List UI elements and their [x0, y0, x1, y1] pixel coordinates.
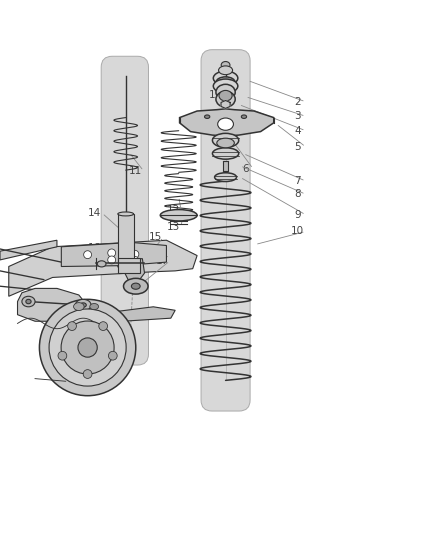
Ellipse shape [216, 77, 235, 88]
Ellipse shape [58, 351, 67, 360]
Text: 3: 3 [294, 111, 301, 122]
Ellipse shape [118, 212, 134, 216]
Ellipse shape [22, 296, 35, 307]
Polygon shape [125, 259, 145, 282]
Polygon shape [180, 109, 274, 136]
Ellipse shape [160, 209, 197, 221]
Text: 2: 2 [294, 97, 301, 107]
Text: 1: 1 [209, 90, 216, 100]
Text: 17: 17 [155, 256, 169, 266]
Polygon shape [9, 240, 197, 296]
Ellipse shape [80, 303, 86, 307]
Circle shape [108, 256, 116, 264]
Text: 8: 8 [294, 189, 301, 199]
Ellipse shape [74, 303, 84, 311]
Ellipse shape [218, 118, 233, 130]
FancyBboxPatch shape [118, 258, 140, 273]
Circle shape [39, 300, 136, 395]
Ellipse shape [118, 264, 134, 269]
Text: 14: 14 [88, 208, 101, 218]
Ellipse shape [109, 351, 117, 360]
Ellipse shape [67, 322, 76, 330]
Ellipse shape [131, 283, 140, 289]
Ellipse shape [78, 338, 97, 357]
Ellipse shape [83, 370, 92, 378]
Polygon shape [18, 288, 88, 321]
Circle shape [61, 321, 114, 374]
Ellipse shape [99, 322, 108, 330]
Text: 7: 7 [294, 176, 301, 186]
Text: 11: 11 [129, 166, 142, 176]
Circle shape [131, 256, 139, 264]
Ellipse shape [217, 138, 234, 148]
Ellipse shape [215, 173, 237, 182]
Polygon shape [74, 307, 175, 324]
Polygon shape [0, 240, 57, 260]
Circle shape [131, 251, 139, 258]
Ellipse shape [241, 115, 247, 118]
Ellipse shape [219, 91, 232, 101]
FancyBboxPatch shape [101, 56, 148, 365]
Ellipse shape [75, 300, 91, 311]
Text: 4: 4 [294, 126, 301, 136]
Ellipse shape [216, 91, 235, 107]
Text: 13: 13 [166, 222, 180, 232]
Polygon shape [221, 101, 230, 108]
Text: 9: 9 [294, 210, 301, 220]
Polygon shape [61, 243, 166, 266]
Ellipse shape [205, 115, 210, 118]
Ellipse shape [221, 61, 230, 69]
Text: 10: 10 [291, 227, 304, 237]
Ellipse shape [26, 300, 31, 304]
Text: 12: 12 [166, 205, 180, 215]
Circle shape [84, 251, 92, 259]
Circle shape [108, 249, 116, 257]
Ellipse shape [219, 66, 233, 75]
Circle shape [49, 309, 126, 386]
Ellipse shape [90, 303, 99, 310]
Ellipse shape [212, 148, 239, 159]
Text: 15: 15 [149, 232, 162, 242]
Text: 6: 6 [242, 164, 249, 174]
Ellipse shape [213, 71, 238, 85]
Bar [223, 160, 228, 171]
Ellipse shape [216, 84, 235, 100]
Text: 5: 5 [294, 142, 301, 152]
Ellipse shape [213, 79, 238, 93]
Ellipse shape [212, 133, 239, 147]
FancyBboxPatch shape [201, 50, 250, 411]
Bar [118, 214, 134, 266]
Ellipse shape [124, 278, 148, 294]
Ellipse shape [97, 261, 106, 267]
Text: 16: 16 [88, 243, 101, 253]
